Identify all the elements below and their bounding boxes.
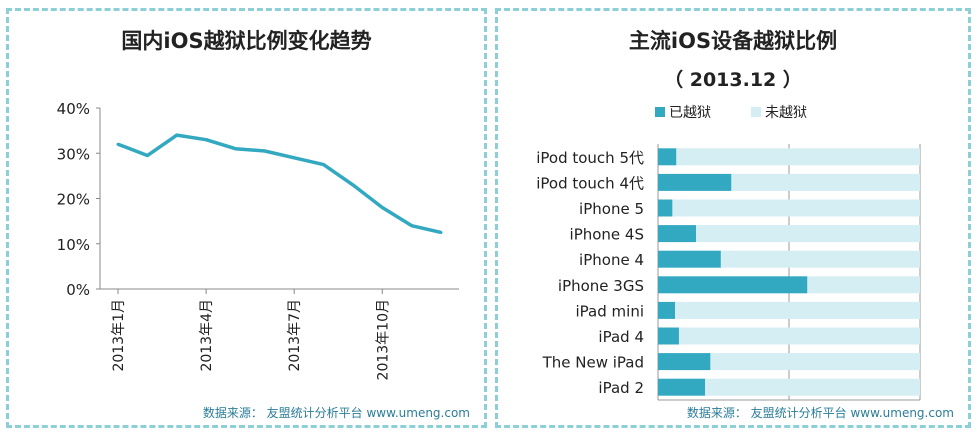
bar-not-jailbroken <box>675 301 920 319</box>
right-chart-panel: 主流iOS设备越狱比例 （ 2013.12 ） 已越狱 未越狱 iPod touch… <box>495 8 971 428</box>
line-chart: 40% 30% 20% 10% 0% 2013年1月 2013年4月 2013年7月 2013年… <box>57 100 459 380</box>
y-tick-label: 0% <box>66 281 90 299</box>
bar-jailbroken <box>658 378 706 396</box>
chart-title: 国内iOS越狱比例变化趋势 <box>121 29 372 53</box>
y-tick-label: 20% <box>57 191 90 209</box>
category-label: iPod touch 5代 <box>536 149 644 167</box>
x-tick-label: 2013年1月 <box>111 299 127 372</box>
data-point <box>410 224 414 228</box>
data-point <box>145 154 149 158</box>
data-point <box>204 138 208 142</box>
chart-title: 主流iOS设备越狱比例 <box>628 29 838 53</box>
x-tick-label: 2013年10月 <box>375 299 391 380</box>
bar-not-jailbroken <box>678 327 920 345</box>
data-point <box>380 206 384 210</box>
series-line <box>117 133 442 235</box>
bar-jailbroken <box>658 327 679 345</box>
bar-not-jailbroken <box>672 199 920 217</box>
category-label: iPod touch 4代 <box>536 174 644 192</box>
data-point <box>233 147 237 151</box>
category-label: iPhone 4 <box>579 251 644 269</box>
bar-jailbroken <box>658 276 808 294</box>
bar-jailbroken <box>658 353 711 371</box>
legend-label: 未越狱 <box>765 105 807 121</box>
bar-not-jailbroken <box>731 173 920 191</box>
data-point <box>263 149 267 153</box>
bar-chart: 已越狱 未越狱 iPod touch 5代 iPod touch 4代 iPhone 5… <box>536 105 921 401</box>
category-label: iPad mini <box>576 302 644 320</box>
y-tick-label: 10% <box>57 236 90 254</box>
data-point <box>116 142 120 146</box>
bar-not-jailbroken <box>720 250 920 268</box>
data-point <box>439 230 443 234</box>
left-chart-panel: 国内iOS越狱比例变化趋势 40% 30% 20% 10% 0% 2013年1月 2013年… <box>6 8 487 428</box>
y-tick-label: 30% <box>57 145 90 163</box>
bar-not-jailbroken <box>807 276 920 294</box>
legend-swatch-not-jailbroken <box>751 107 761 117</box>
category-label: The New iPad <box>542 354 644 372</box>
data-point <box>351 183 355 187</box>
chart-subtitle: （ 2013.12 ） <box>664 69 802 91</box>
category-label: iPhone 3GS <box>558 277 644 295</box>
x-tick-label: 2013年7月 <box>287 299 303 372</box>
legend-label: 已越狱 <box>669 105 711 121</box>
data-point <box>292 156 296 160</box>
category-label: iPhone 4S <box>570 226 644 244</box>
bar-jailbroken <box>658 148 677 166</box>
bar-not-jailbroken <box>710 353 920 371</box>
y-tick-label: 40% <box>57 100 90 118</box>
data-source: 数据来源： 友盟统计分析平台 www.umeng.com <box>202 406 470 420</box>
bar-jailbroken <box>658 225 696 243</box>
bar-not-jailbroken <box>695 225 920 243</box>
data-point <box>175 133 179 137</box>
data-source: 数据来源： 友盟统计分析平台 www.umeng.com <box>686 406 954 420</box>
category-label: iPad 4 <box>598 328 644 346</box>
bar-not-jailbroken <box>676 148 920 166</box>
category-label: iPhone 5 <box>579 200 644 218</box>
x-tick-label: 2013年4月 <box>199 299 215 372</box>
bar-jailbroken <box>658 301 676 319</box>
bar-jailbroken <box>658 173 732 191</box>
legend-swatch-jailbroken <box>655 107 665 117</box>
bar-jailbroken <box>658 199 673 217</box>
data-point <box>322 163 326 167</box>
bar-jailbroken <box>658 250 721 268</box>
category-label: iPad 2 <box>598 379 644 397</box>
bar-not-jailbroken <box>705 378 920 396</box>
